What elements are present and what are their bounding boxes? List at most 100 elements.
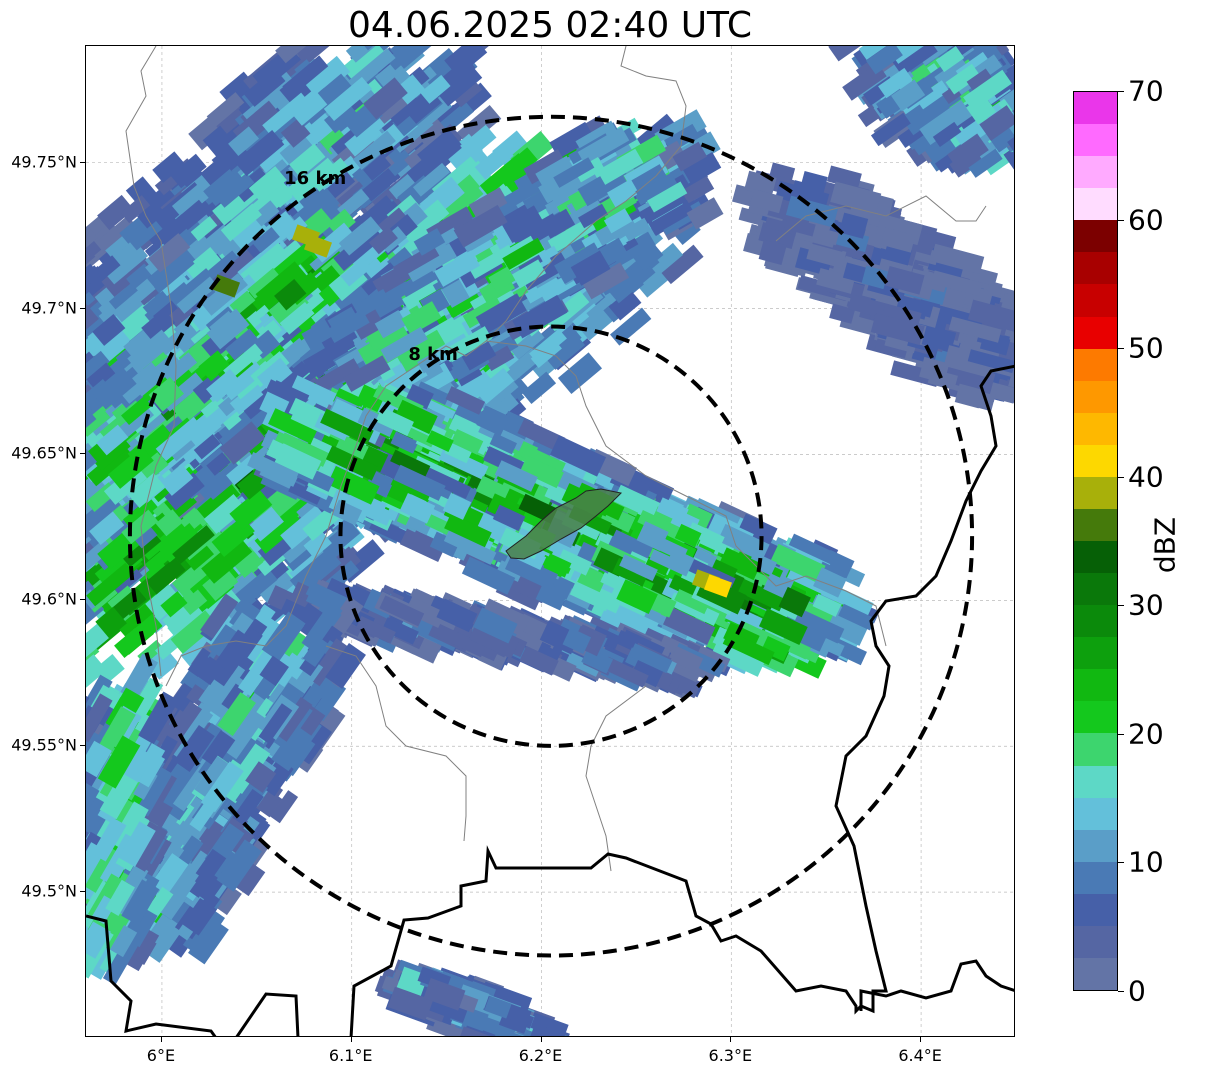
echo-cell — [202, 566, 239, 602]
echo-cell — [234, 130, 285, 177]
echo-cell — [400, 199, 450, 245]
echo-cell — [660, 244, 704, 285]
echo-cell — [86, 227, 98, 258]
echo-cell — [227, 567, 278, 613]
echo-cell — [137, 201, 166, 229]
echo-cell — [86, 476, 100, 519]
echo-cell — [521, 371, 557, 404]
echo-cell — [280, 118, 311, 148]
echo-cell — [92, 313, 126, 346]
echo-cell — [252, 200, 280, 227]
echo-cell — [229, 488, 273, 530]
echo-cell — [86, 562, 135, 607]
echo-cell — [141, 308, 176, 342]
echo-cell — [120, 195, 151, 224]
echo-cell — [280, 504, 329, 550]
echo-cell — [228, 126, 260, 156]
echo-cell — [220, 203, 262, 242]
echo-cell — [341, 46, 388, 84]
echo-cell — [557, 352, 603, 395]
echo-cell — [86, 287, 96, 316]
echo-cell — [286, 155, 338, 203]
echo-cell — [147, 247, 197, 294]
echo-cell — [196, 481, 241, 522]
echo-cell — [288, 88, 328, 126]
echo-cell — [363, 154, 392, 181]
echo-cell — [495, 147, 538, 187]
echo-cell — [436, 101, 474, 137]
echo-cell — [160, 464, 194, 496]
echo-cell — [285, 314, 322, 350]
echo-cell — [345, 46, 394, 63]
echo-cell — [326, 208, 356, 237]
echo-cell — [86, 263, 101, 305]
echo-cell — [88, 215, 136, 259]
echo-cell — [123, 497, 160, 532]
echo-cell — [206, 92, 245, 127]
echo-cell — [86, 350, 110, 384]
echo-cell — [170, 610, 218, 654]
echo-cell — [86, 492, 121, 539]
echo-cell — [107, 585, 136, 613]
echo-cell — [282, 55, 329, 98]
echo-cell — [145, 557, 186, 595]
echo-cell — [158, 523, 201, 563]
echo-cell — [420, 74, 451, 104]
echo-cell — [170, 153, 207, 189]
echo-cell — [363, 77, 408, 120]
echo-cell — [319, 73, 356, 109]
echo-cell — [311, 157, 349, 192]
echo-cell — [230, 215, 268, 250]
radar-map[interactable]: 8 km 16 km — [85, 45, 1015, 1037]
echo-cell — [262, 92, 310, 136]
echo-cell — [201, 536, 253, 584]
echo-cell — [86, 599, 95, 631]
echo-cell — [172, 525, 215, 564]
echo-cell — [464, 124, 497, 156]
echo-cell — [279, 132, 318, 169]
echo-cell — [188, 116, 223, 151]
echo-cell — [190, 216, 218, 242]
echo-cell — [152, 151, 186, 183]
echo-cell — [117, 604, 153, 637]
echo-cell — [530, 339, 562, 369]
echo-cell — [475, 367, 515, 405]
echo-cell — [202, 125, 234, 157]
map-title: 04.06.2025 02:40 UTC — [347, 5, 753, 46]
echo-cell — [146, 214, 182, 248]
echo-cell — [203, 494, 247, 534]
echo-cell — [121, 272, 157, 307]
echo-cell — [192, 247, 222, 276]
echo-cell — [126, 263, 153, 290]
echo-cell — [86, 580, 97, 619]
echo-cell — [177, 199, 210, 231]
echo-cell — [180, 589, 208, 616]
echo-cell — [86, 654, 107, 693]
echo-cell — [501, 348, 542, 385]
echo-cell — [148, 233, 191, 273]
echo-cell — [331, 128, 361, 157]
echo-cell — [344, 121, 383, 157]
echo-cell — [247, 506, 284, 542]
echo-cell — [125, 215, 163, 251]
echo-cell — [100, 239, 149, 285]
echo-cell — [437, 65, 483, 107]
echo-cell — [145, 584, 183, 621]
echo-cell — [324, 100, 358, 134]
echo-cell — [254, 509, 303, 554]
echo-cell — [164, 472, 205, 511]
echo-cell — [231, 546, 264, 578]
echo-cell — [114, 613, 163, 659]
echo-cell — [417, 128, 462, 171]
echo-cell — [233, 167, 271, 203]
echo-cell — [376, 93, 410, 124]
echo-cell — [631, 240, 664, 272]
echo-cell — [303, 55, 351, 101]
echo-cell — [155, 509, 184, 537]
echo-cell — [125, 176, 157, 208]
echo-cell — [160, 591, 188, 618]
echo-cell — [87, 509, 125, 545]
echo-cell — [248, 166, 287, 203]
echo-cell — [289, 143, 326, 178]
